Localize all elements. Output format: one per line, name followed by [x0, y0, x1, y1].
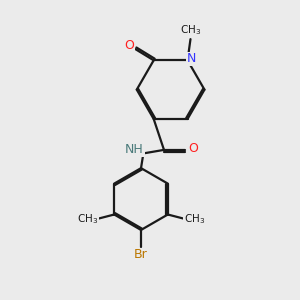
Text: O: O: [188, 142, 198, 155]
Text: NH: NH: [125, 143, 144, 156]
Text: CH$_3$: CH$_3$: [184, 213, 205, 226]
Text: Br: Br: [134, 248, 148, 262]
Text: N: N: [187, 52, 196, 65]
Text: CH$_3$: CH$_3$: [77, 213, 98, 226]
Text: CH$_3$: CH$_3$: [180, 23, 201, 37]
Text: O: O: [124, 38, 134, 52]
